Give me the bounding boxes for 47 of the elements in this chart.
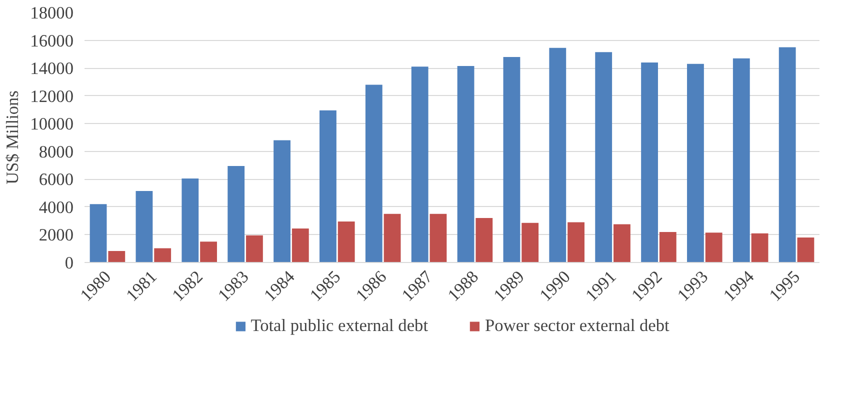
bar xyxy=(778,47,796,262)
x-tick-label: 1991 xyxy=(582,267,620,306)
bar xyxy=(182,178,199,262)
legend-label: Power sector external debt xyxy=(485,316,670,336)
y-axis-title: US$ Millions xyxy=(3,90,22,184)
bar xyxy=(705,232,722,262)
bar xyxy=(154,248,172,262)
y-tick-label: 6000 xyxy=(38,170,74,190)
bar xyxy=(732,58,750,262)
bar xyxy=(549,48,566,262)
bar xyxy=(641,62,658,262)
bar xyxy=(90,204,107,262)
bar xyxy=(384,214,401,262)
bar xyxy=(430,214,447,262)
bar xyxy=(338,222,355,262)
bar xyxy=(476,218,493,262)
bar xyxy=(687,64,704,262)
bar xyxy=(614,224,630,262)
y-tick-label: 18000 xyxy=(30,4,74,22)
y-tick-label: 16000 xyxy=(30,31,74,50)
bar xyxy=(751,233,768,262)
bar xyxy=(595,52,612,262)
bar xyxy=(274,140,290,262)
x-tick-label: 1981 xyxy=(122,267,160,306)
y-tick-label: 4000 xyxy=(38,198,74,217)
legend-label: Total public external debt xyxy=(250,316,428,336)
bar xyxy=(365,84,382,262)
bar xyxy=(246,235,263,262)
y-tick-label: 14000 xyxy=(30,59,74,78)
bar xyxy=(108,250,126,262)
y-tick-label: 2000 xyxy=(38,226,74,245)
bar xyxy=(228,166,245,262)
bar xyxy=(200,242,217,262)
bar xyxy=(457,66,474,262)
y-tick-label: 8000 xyxy=(38,142,74,162)
bar xyxy=(320,110,336,262)
bar xyxy=(568,222,584,262)
y-tick-label: 0 xyxy=(64,254,74,272)
bar xyxy=(659,232,676,262)
bar xyxy=(292,228,309,262)
bar xyxy=(136,190,153,262)
bar xyxy=(797,238,814,262)
y-tick-label: 12000 xyxy=(30,86,74,106)
bar xyxy=(522,222,539,262)
bar xyxy=(411,66,428,262)
bar xyxy=(503,56,520,262)
y-tick-label: 10000 xyxy=(30,114,74,134)
